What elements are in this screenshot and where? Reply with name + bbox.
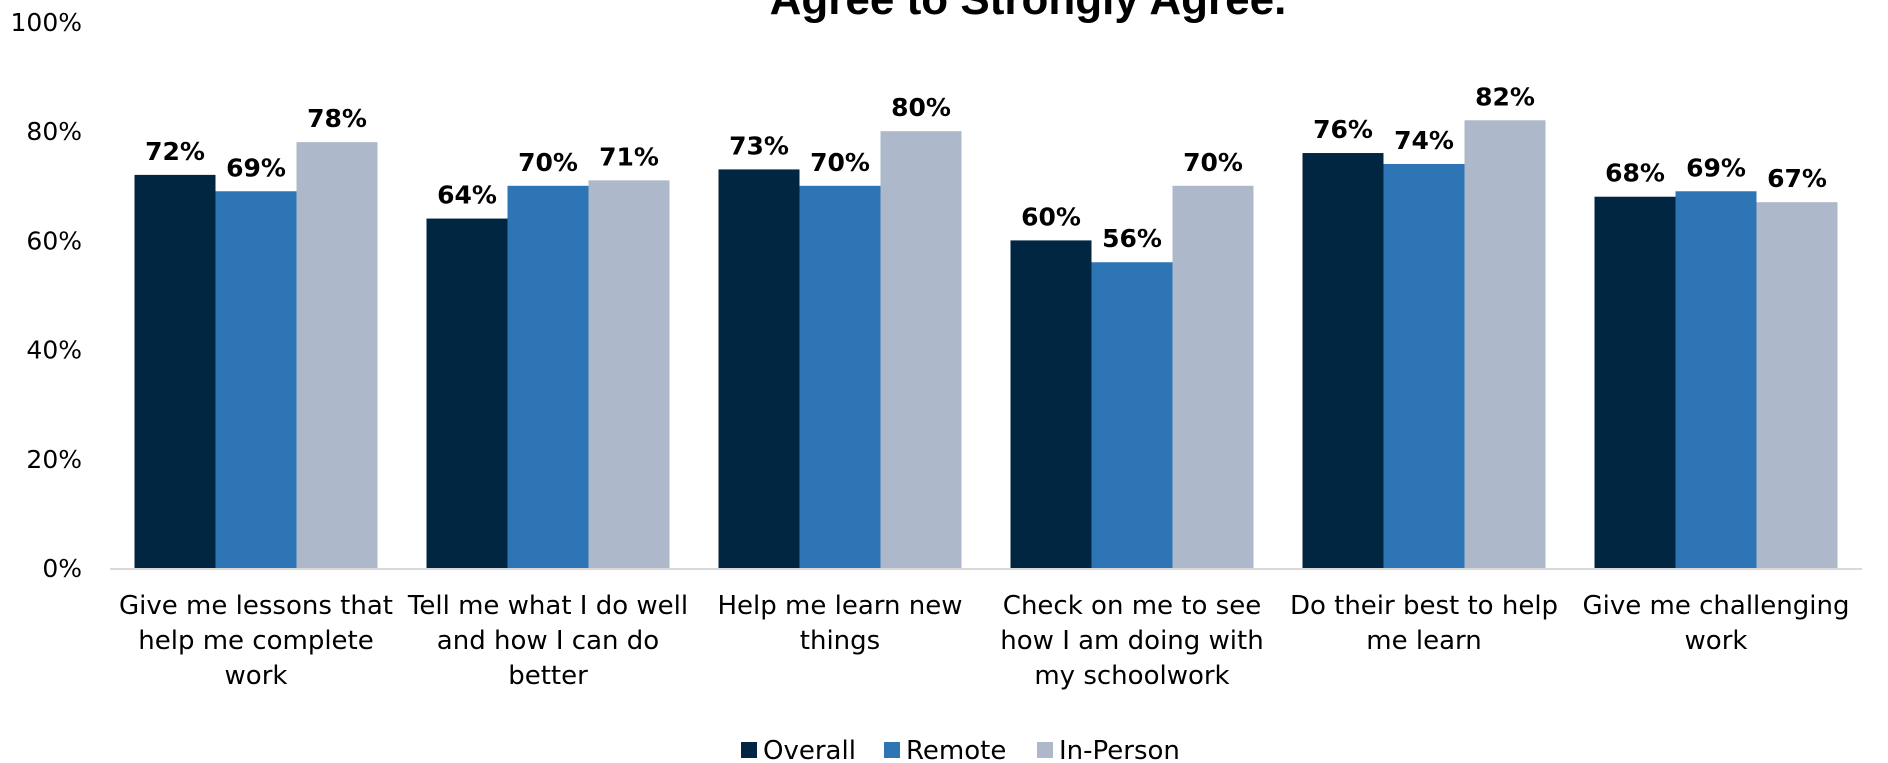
bar-remote — [507, 185, 589, 569]
data-label: 70% — [518, 148, 578, 177]
category-label: my schoolwork — [1034, 661, 1229, 691]
category-label: things — [800, 626, 880, 656]
data-label: 56% — [1102, 224, 1162, 253]
category-label: and how I can do — [437, 626, 659, 656]
bar-in-person — [1172, 185, 1254, 569]
category-label: how I am doing with — [1000, 626, 1263, 656]
x-axis-categories: Give me lessons that help me complete work… — [119, 591, 1849, 691]
data-label: 72% — [145, 137, 205, 166]
data-label: 82% — [1475, 82, 1535, 111]
category-label: Do their best to help — [1290, 591, 1558, 621]
bars — [134, 120, 1838, 569]
data-label: 73% — [729, 131, 789, 160]
category-label: Check on me to see — [1003, 591, 1261, 621]
bar-overall — [1302, 153, 1384, 569]
bar-remote — [215, 191, 297, 568]
bar-overall — [134, 174, 216, 568]
bar-remote — [799, 185, 881, 569]
data-label: 71% — [599, 142, 659, 171]
data-label: 76% — [1313, 115, 1373, 144]
bar-in-person — [588, 180, 670, 568]
legend: Overall Remote In-Person — [741, 736, 1180, 763]
bar-in-person — [880, 131, 962, 568]
bar-overall — [1594, 196, 1676, 568]
bar-remote — [1383, 163, 1465, 568]
category-label: work — [225, 661, 288, 691]
bar-overall — [426, 218, 508, 568]
bar-in-person — [1756, 202, 1838, 568]
data-label: 69% — [1686, 153, 1746, 182]
data-label: 67% — [1767, 164, 1827, 193]
y-tick-label: 0% — [42, 554, 82, 583]
category-label: help me complete — [138, 626, 374, 656]
data-label: 74% — [1394, 126, 1454, 155]
data-label: 68% — [1605, 159, 1665, 188]
legend-label: In-Person — [1059, 736, 1180, 763]
chart-title: Agree to Strongly Agree. — [770, 0, 1287, 24]
category-label: Tell me what I do well — [407, 591, 688, 621]
data-labels: 72% 69% 78% 64% 70% 71% 73% 70% 80% 60% 56% 70% 76% 7… — [145, 82, 1827, 253]
legend-label: Overall — [763, 736, 856, 763]
y-tick-label: 60% — [26, 226, 82, 255]
bar-in-person — [1464, 120, 1546, 568]
category-label: work — [1685, 626, 1748, 656]
data-label: 64% — [437, 181, 497, 210]
legend-swatch — [884, 742, 900, 758]
bar-overall — [1010, 240, 1092, 568]
data-label: 60% — [1021, 202, 1081, 231]
data-label: 70% — [1183, 148, 1243, 177]
data-label: 78% — [307, 104, 367, 133]
category-label: me learn — [1366, 626, 1481, 656]
legend-label: Remote — [906, 736, 1006, 763]
data-label: 80% — [891, 93, 951, 122]
data-label: 69% — [226, 153, 286, 182]
legend-swatch — [1037, 742, 1053, 758]
y-tick-label: 40% — [26, 336, 82, 365]
y-axis: 0% 20% 40% 60% 80% 100% — [11, 8, 82, 583]
category-label: Give me lessons that — [119, 591, 393, 621]
bar-overall — [718, 169, 800, 569]
bar-remote — [1091, 262, 1173, 568]
y-tick-label: 100% — [11, 8, 82, 37]
data-label: 70% — [810, 148, 870, 177]
y-tick-label: 80% — [26, 117, 82, 146]
legend-swatch — [741, 742, 757, 758]
bar-remote — [1675, 191, 1757, 568]
category-label: Give me challenging — [1583, 591, 1850, 621]
y-tick-label: 20% — [26, 445, 82, 474]
category-label: Help me learn new — [718, 591, 963, 621]
category-label: better — [508, 661, 588, 691]
bar-in-person — [296, 142, 378, 568]
